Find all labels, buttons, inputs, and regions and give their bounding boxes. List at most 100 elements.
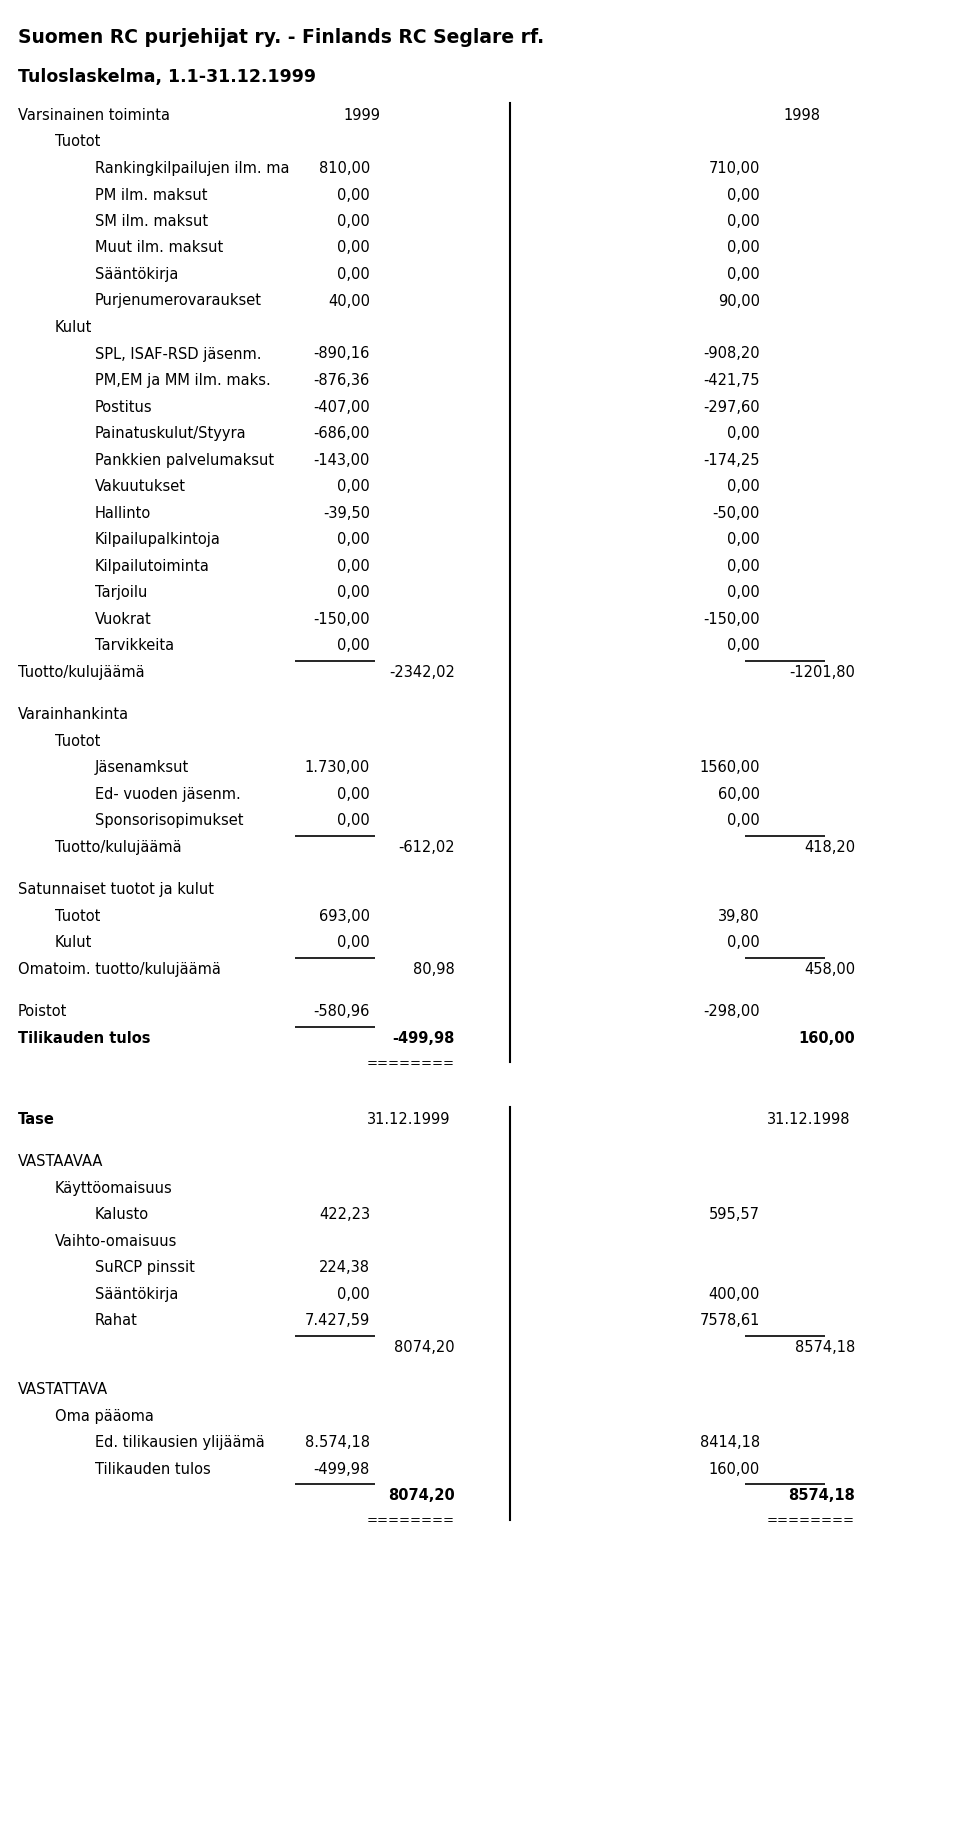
Text: 7578,61: 7578,61 <box>700 1313 760 1328</box>
Text: 8574,18: 8574,18 <box>795 1339 855 1355</box>
Text: -297,60: -297,60 <box>704 400 760 415</box>
Text: PM ilm. maksut: PM ilm. maksut <box>95 188 207 203</box>
Text: ========: ======== <box>767 1514 855 1527</box>
Text: 418,20: 418,20 <box>804 839 855 854</box>
Text: 80,98: 80,98 <box>413 961 455 977</box>
Text: 0,00: 0,00 <box>337 638 370 653</box>
Text: 710,00: 710,00 <box>708 160 760 175</box>
Text: -580,96: -580,96 <box>314 1003 370 1020</box>
Text: 0,00: 0,00 <box>337 214 370 229</box>
Text: VASTAAVAA: VASTAAVAA <box>18 1154 104 1169</box>
Text: 0,00: 0,00 <box>337 188 370 203</box>
Text: 160,00: 160,00 <box>799 1031 855 1046</box>
Text: 90,00: 90,00 <box>718 293 760 308</box>
Text: 8074,20: 8074,20 <box>388 1488 455 1503</box>
Text: 0,00: 0,00 <box>337 1287 370 1302</box>
Text: 0,00: 0,00 <box>728 585 760 599</box>
Text: 422,23: 422,23 <box>319 1208 370 1223</box>
Text: 0,00: 0,00 <box>728 533 760 548</box>
Text: 160,00: 160,00 <box>708 1462 760 1477</box>
Text: -421,75: -421,75 <box>704 372 760 387</box>
Text: Ed. tilikausien ylijäämä: Ed. tilikausien ylijäämä <box>95 1435 265 1449</box>
Text: Postitus: Postitus <box>95 400 153 415</box>
Text: 0,00: 0,00 <box>337 787 370 802</box>
Text: 0,00: 0,00 <box>337 585 370 599</box>
Text: Sääntökirja: Sääntökirja <box>95 1287 179 1302</box>
Text: 0,00: 0,00 <box>337 267 370 282</box>
Text: Rahat: Rahat <box>95 1313 138 1328</box>
Text: SM ilm. maksut: SM ilm. maksut <box>95 214 208 229</box>
Text: Käyttöomaisuus: Käyttöomaisuus <box>55 1180 173 1195</box>
Text: Kalusto: Kalusto <box>95 1208 149 1223</box>
Text: Tilikauden tulos: Tilikauden tulos <box>18 1031 151 1046</box>
Text: 0,00: 0,00 <box>728 559 760 573</box>
Text: Varainhankinta: Varainhankinta <box>18 706 130 723</box>
Text: Pankkien palvelumaksut: Pankkien palvelumaksut <box>95 452 275 468</box>
Text: Vakuutukset: Vakuutukset <box>95 479 186 494</box>
Text: VASTATTAVA: VASTATTAVA <box>18 1381 108 1398</box>
Text: 0,00: 0,00 <box>728 214 760 229</box>
Text: -2342,02: -2342,02 <box>389 664 455 679</box>
Text: 1560,00: 1560,00 <box>700 760 760 774</box>
Text: Muut ilm. maksut: Muut ilm. maksut <box>95 240 224 256</box>
Text: 0,00: 0,00 <box>728 638 760 653</box>
Text: Rankingkilpailujen ilm. ma: Rankingkilpailujen ilm. ma <box>95 160 290 175</box>
Text: 8074,20: 8074,20 <box>395 1339 455 1355</box>
Text: Suomen RC purjehijat ry. - Finlands RC Seglare rf.: Suomen RC purjehijat ry. - Finlands RC S… <box>18 28 544 46</box>
Text: Kilpailupalkintoja: Kilpailupalkintoja <box>95 533 221 548</box>
Text: 0,00: 0,00 <box>337 813 370 828</box>
Text: 0,00: 0,00 <box>337 935 370 950</box>
Text: Sääntökirja: Sääntökirja <box>95 267 179 282</box>
Text: 595,57: 595,57 <box>709 1208 760 1223</box>
Text: 1999: 1999 <box>343 109 380 124</box>
Text: PM,EM ja MM ilm. maks.: PM,EM ja MM ilm. maks. <box>95 372 271 387</box>
Text: 0,00: 0,00 <box>337 479 370 494</box>
Text: Tase: Tase <box>18 1112 55 1127</box>
Text: -612,02: -612,02 <box>398 839 455 854</box>
Text: 400,00: 400,00 <box>708 1287 760 1302</box>
Text: Kulut: Kulut <box>55 935 92 950</box>
Text: Omatoim. tuotto/kulujäämä: Omatoim. tuotto/kulujäämä <box>18 961 221 977</box>
Text: -150,00: -150,00 <box>313 612 370 627</box>
Text: SuRCP pinssit: SuRCP pinssit <box>95 1259 195 1274</box>
Text: Varsinainen toiminta: Varsinainen toiminta <box>18 109 170 124</box>
Text: 0,00: 0,00 <box>337 533 370 548</box>
Text: -407,00: -407,00 <box>313 400 370 415</box>
Text: -143,00: -143,00 <box>314 452 370 468</box>
Text: 693,00: 693,00 <box>319 909 370 924</box>
Text: -499,98: -499,98 <box>393 1031 455 1046</box>
Text: 31.12.1998: 31.12.1998 <box>766 1112 850 1127</box>
Text: 1.730,00: 1.730,00 <box>304 760 370 774</box>
Text: Painatuskulut/Styyra: Painatuskulut/Styyra <box>95 426 247 441</box>
Text: Sponsorisopimukset: Sponsorisopimukset <box>95 813 244 828</box>
Text: Satunnaiset tuotot ja kulut: Satunnaiset tuotot ja kulut <box>18 881 214 896</box>
Text: -499,98: -499,98 <box>314 1462 370 1477</box>
Text: 0,00: 0,00 <box>728 267 760 282</box>
Text: 8414,18: 8414,18 <box>700 1435 760 1449</box>
Text: Tuloslaskelma, 1.1-31.12.1999: Tuloslaskelma, 1.1-31.12.1999 <box>18 68 316 87</box>
Text: Tilikauden tulos: Tilikauden tulos <box>95 1462 211 1477</box>
Text: Vaihto-omaisuus: Vaihto-omaisuus <box>55 1234 178 1248</box>
Text: 458,00: 458,00 <box>804 961 855 977</box>
Text: 40,00: 40,00 <box>328 293 370 308</box>
Text: Poistot: Poistot <box>18 1003 67 1020</box>
Text: Tarjoilu: Tarjoilu <box>95 585 148 599</box>
Text: Tuotot: Tuotot <box>55 734 101 749</box>
Text: Tarvikkeita: Tarvikkeita <box>95 638 174 653</box>
Text: Tuotto/kulujäämä: Tuotto/kulujäämä <box>18 664 145 679</box>
Text: ========: ======== <box>367 1514 455 1527</box>
Text: 8574,18: 8574,18 <box>788 1488 855 1503</box>
Text: 31.12.1999: 31.12.1999 <box>367 1112 450 1127</box>
Text: Tuotto/kulujäämä: Tuotto/kulujäämä <box>55 839 181 854</box>
Text: -876,36: -876,36 <box>314 372 370 387</box>
Text: 0,00: 0,00 <box>728 240 760 256</box>
Text: 0,00: 0,00 <box>728 935 760 950</box>
Text: -174,25: -174,25 <box>704 452 760 468</box>
Text: Tuotot: Tuotot <box>55 909 101 924</box>
Text: 60,00: 60,00 <box>718 787 760 802</box>
Text: -1201,80: -1201,80 <box>789 664 855 679</box>
Text: -298,00: -298,00 <box>704 1003 760 1020</box>
Text: -686,00: -686,00 <box>314 426 370 441</box>
Text: Ed- vuoden jäsenm.: Ed- vuoden jäsenm. <box>95 787 241 802</box>
Text: -890,16: -890,16 <box>314 347 370 361</box>
